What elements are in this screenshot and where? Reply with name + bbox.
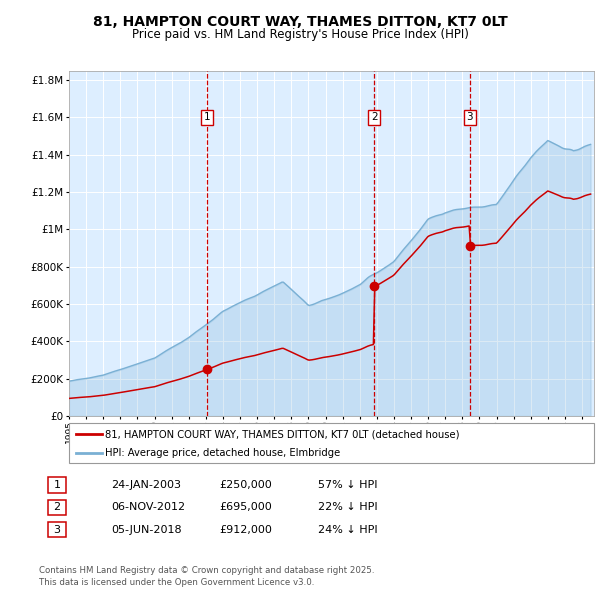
Text: 3: 3 xyxy=(53,525,61,535)
Text: £250,000: £250,000 xyxy=(219,480,272,490)
Text: £912,000: £912,000 xyxy=(219,525,272,535)
Text: HPI: Average price, detached house, Elmbridge: HPI: Average price, detached house, Elmb… xyxy=(105,448,340,458)
Text: 1: 1 xyxy=(203,113,211,122)
Text: 57% ↓ HPI: 57% ↓ HPI xyxy=(318,480,377,490)
Text: 2: 2 xyxy=(53,503,61,512)
Text: 24% ↓ HPI: 24% ↓ HPI xyxy=(318,525,377,535)
Text: 06-NOV-2012: 06-NOV-2012 xyxy=(111,503,185,512)
Text: £695,000: £695,000 xyxy=(219,503,272,512)
Text: 1: 1 xyxy=(53,480,61,490)
Text: 05-JUN-2018: 05-JUN-2018 xyxy=(111,525,182,535)
Text: Price paid vs. HM Land Registry's House Price Index (HPI): Price paid vs. HM Land Registry's House … xyxy=(131,28,469,41)
Text: Contains HM Land Registry data © Crown copyright and database right 2025.
This d: Contains HM Land Registry data © Crown c… xyxy=(39,566,374,587)
Text: 81, HAMPTON COURT WAY, THAMES DITTON, KT7 0LT (detached house): 81, HAMPTON COURT WAY, THAMES DITTON, KT… xyxy=(105,430,460,440)
Text: 22% ↓ HPI: 22% ↓ HPI xyxy=(318,503,377,512)
Text: 3: 3 xyxy=(466,113,473,122)
Text: 81, HAMPTON COURT WAY, THAMES DITTON, KT7 0LT: 81, HAMPTON COURT WAY, THAMES DITTON, KT… xyxy=(92,15,508,30)
Text: 2: 2 xyxy=(371,113,377,122)
Text: 24-JAN-2003: 24-JAN-2003 xyxy=(111,480,181,490)
